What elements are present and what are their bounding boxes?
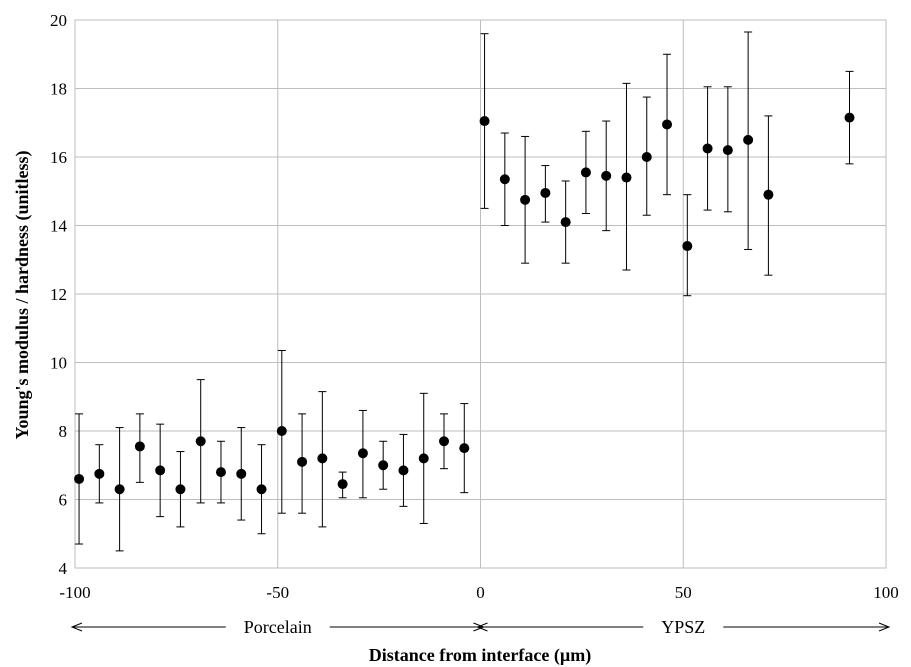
region-arrowhead-left: [476, 622, 488, 632]
y-tick-label: 14: [50, 217, 68, 236]
data-point: [479, 116, 490, 127]
y-tick-label: 18: [50, 80, 67, 99]
data-point: [74, 473, 85, 484]
y-tick-label: 4: [59, 559, 68, 578]
error-bars: [75, 31, 854, 552]
data-point: [702, 143, 713, 154]
data-point: [722, 145, 733, 156]
data-point: [215, 467, 226, 478]
x-tick-labels: -100 -50 0 50 100: [59, 583, 898, 602]
data-point: [297, 456, 308, 467]
data-point: [580, 167, 591, 178]
data-point: [682, 241, 693, 252]
data-point: [560, 217, 571, 228]
data-point: [540, 187, 551, 198]
data-point: [195, 436, 206, 447]
data-points: [74, 112, 855, 495]
data-point: [317, 453, 328, 464]
data-point: [357, 448, 368, 459]
data-point: [418, 453, 429, 464]
plot-frame: [74, 19, 887, 569]
y-tick-label: 8: [59, 422, 68, 441]
data-point: [641, 152, 652, 162]
data-point: [662, 119, 673, 130]
data-point: [439, 436, 450, 447]
y-tick-labels: 4 6 8 10 12 14 16 18 20: [50, 11, 68, 578]
data-point: [763, 189, 774, 200]
data-point: [94, 468, 105, 479]
region-label: YPSZ: [661, 617, 705, 637]
data-point: [276, 426, 287, 436]
data-point: [499, 174, 510, 185]
data-point: [256, 484, 267, 495]
data-point: [114, 484, 125, 495]
region-arrowhead-right: [878, 622, 891, 632]
region-arrowhead-left: [70, 622, 83, 632]
data-point: [398, 465, 409, 476]
x-tick-label: 100: [873, 583, 899, 602]
data-point: [844, 112, 855, 123]
y-tick-label: 6: [59, 491, 68, 510]
y-tick-label: 12: [50, 285, 67, 304]
data-point: [236, 468, 247, 479]
y-tick-label: 10: [50, 354, 67, 373]
x-tick-label: 0: [476, 583, 485, 602]
x-axis-title: Distance from interface (µm): [369, 645, 591, 666]
gridlines: [74, 19, 887, 569]
y-axis-title: Young's modulus / hardness (unitless): [12, 150, 33, 439]
data-point: [155, 465, 166, 476]
y-tick-label: 16: [50, 148, 67, 167]
x-tick-label: 50: [675, 583, 692, 602]
data-point: [378, 460, 389, 471]
data-point: [621, 172, 632, 183]
x-tick-label: -100: [59, 583, 90, 602]
y-tick-label: 20: [50, 11, 67, 30]
x-tick-label: -50: [266, 583, 289, 602]
data-point: [743, 134, 754, 145]
data-point: [520, 194, 531, 205]
region-label: Porcelain: [244, 617, 312, 637]
region-annotations: Porcelain YPSZ: [70, 617, 891, 637]
data-point: [601, 170, 612, 181]
data-point: [337, 479, 348, 490]
data-point: [459, 443, 470, 454]
data-point: [175, 484, 186, 495]
data-point: [134, 441, 145, 452]
